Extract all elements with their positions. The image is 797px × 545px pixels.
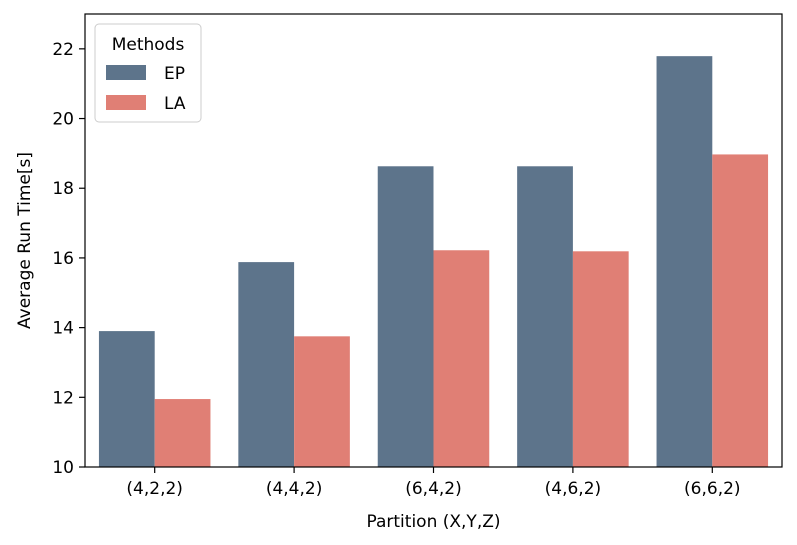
- bar-la-2: [433, 250, 490, 467]
- legend-swatch-ep: [106, 65, 146, 80]
- x-tick-label: (6,6,2): [684, 479, 741, 499]
- y-tick-label: 22: [52, 40, 74, 60]
- bar-ep-0: [98, 331, 155, 467]
- y-axis-ticks: 10 12 14 16 18 20 22: [52, 40, 85, 478]
- bar-ep-4: [656, 56, 713, 467]
- legend-label-ep: EP: [164, 64, 185, 84]
- bar-la-3: [572, 251, 629, 467]
- x-tick-label: (6,4,2): [405, 479, 462, 499]
- legend-label-la: LA: [164, 94, 186, 114]
- x-tick-label: (4,4,2): [266, 479, 323, 499]
- x-tick-label: (4,2,2): [126, 479, 183, 499]
- y-axis-label: Average Run Time[s]: [15, 152, 35, 329]
- x-axis-label: Partition (X,Y,Z): [367, 512, 501, 532]
- y-tick-label: 12: [52, 388, 74, 408]
- legend: Methods EP LA: [94, 23, 202, 123]
- bar-ep-3: [517, 166, 573, 467]
- legend-swatch-la: [106, 95, 146, 110]
- bar-la-0: [154, 399, 211, 467]
- x-axis-ticks: (4,2,2) (4,4,2) (6,4,2) (4,6,2) (6,6,2): [126, 467, 741, 499]
- x-tick-label: (4,6,2): [545, 479, 602, 499]
- legend-title: Methods: [112, 35, 185, 55]
- y-tick-label: 14: [52, 319, 74, 339]
- bar-ep-2: [377, 166, 434, 467]
- y-tick-label: 16: [52, 249, 74, 269]
- y-tick-label: 10: [52, 458, 74, 478]
- bar-la-1: [294, 336, 350, 467]
- bar-ep-1: [238, 262, 295, 467]
- bars-group: [98, 56, 769, 467]
- y-tick-label: 18: [52, 179, 74, 199]
- bar-la-4: [712, 154, 769, 467]
- y-tick-label: 20: [52, 110, 74, 130]
